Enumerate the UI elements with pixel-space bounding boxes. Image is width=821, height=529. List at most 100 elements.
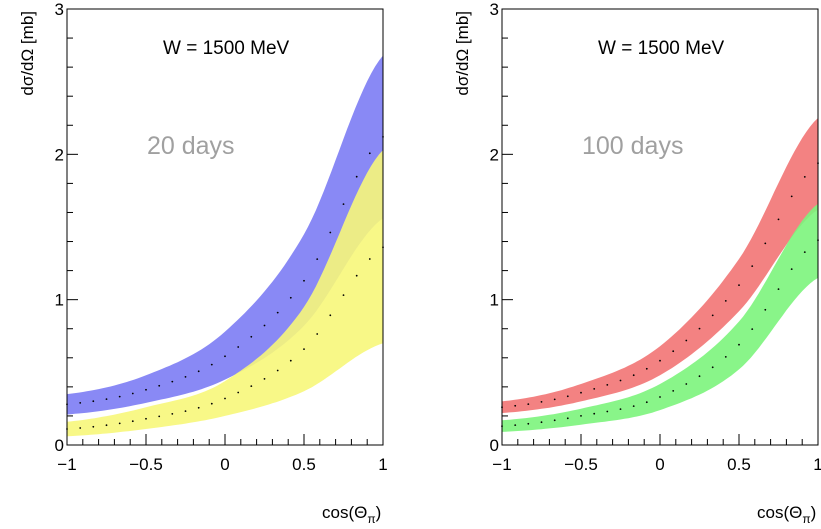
center-point-1-1 [593, 412, 596, 415]
center-point-1-1 [672, 390, 675, 392]
x-axis-title-close: ) [376, 503, 382, 522]
center-point-1-1 [764, 308, 767, 311]
center-point-1-0 [685, 339, 688, 342]
center-point-0-1 [158, 415, 161, 418]
center-point-1-1 [580, 415, 582, 417]
center-point-1-1 [659, 396, 661, 398]
center-point-0-1 [263, 378, 266, 380]
center-point-0-1 [197, 406, 200, 409]
center-point-1-1 [738, 343, 740, 346]
center-point-1-1 [606, 410, 609, 413]
panel-title-left: W = 1500 MeV [163, 38, 290, 59]
center-point-0-0 [303, 279, 305, 282]
center-point-1-0 [659, 359, 661, 362]
x-tick-label: 1 [813, 455, 821, 474]
panel-left: −1 −0.5 0 0.5 1 0 1 2 3 W = 1500 MeV 20 days dσ/… [18, 0, 388, 526]
center-point-0-1 [342, 294, 345, 296]
center-point-1-0 [698, 327, 701, 330]
y-tick-label: 0 [490, 436, 499, 455]
center-point-1-0 [632, 374, 635, 377]
y-axis-title-right: dσ/dΩ [mb] [453, 11, 472, 96]
center-point-0-0 [342, 203, 345, 206]
center-point-1-1 [777, 288, 780, 290]
center-point-0-0 [329, 231, 332, 234]
center-point-1-0 [619, 379, 622, 382]
center-point-1-1 [632, 405, 635, 407]
center-point-1-1 [527, 422, 530, 425]
center-point-0-0 [368, 152, 371, 155]
center-point-0-0 [224, 355, 226, 358]
center-point-1-1 [540, 421, 543, 424]
center-point-0-1 [184, 410, 187, 412]
y-tick-label: 1 [55, 291, 64, 310]
x-axis-title-main: cos(Θ [757, 503, 802, 522]
center-point-0-1 [289, 359, 292, 362]
center-point-1-0 [738, 284, 740, 286]
center-point-1-0 [540, 401, 543, 403]
center-point-1-1 [553, 419, 556, 422]
center-point-0-1 [276, 369, 279, 372]
panel-right: −1 −0.5 0 0.5 1 0 1 2 3 W = 1500 MeV 100 days dσ… [453, 0, 821, 526]
x-tick-label: 1 [378, 455, 387, 474]
center-point-1-0 [645, 367, 648, 370]
panel-annotation-right: 100 days [582, 132, 683, 160]
center-point-1-0 [580, 391, 582, 394]
x-tick-label: −1 [57, 455, 76, 474]
center-point-0-1 [329, 314, 332, 317]
band-0-1 [67, 150, 383, 437]
center-point-0-1 [210, 402, 213, 405]
center-point-0-0 [131, 392, 134, 395]
center-point-0-1 [237, 391, 240, 394]
x-tick-label: −1 [492, 455, 511, 474]
center-point-0-1 [355, 274, 358, 277]
center-dots-right [501, 162, 819, 427]
x-axis-title-main: cos(Θ [322, 503, 367, 522]
center-point-1-1 [724, 356, 727, 358]
y-tick-label: 3 [490, 0, 499, 19]
x-tick-label: 0.5 [727, 455, 751, 474]
band-1-0 [502, 118, 818, 413]
x-axis-title-close: ) [811, 503, 817, 522]
center-point-0-1 [118, 422, 121, 425]
center-point-0-0 [316, 258, 319, 260]
center-point-1-1 [711, 366, 714, 369]
bands-left [67, 55, 383, 437]
center-point-0-0 [105, 398, 108, 400]
panel-annotation-left: 20 days [147, 132, 235, 160]
center-point-1-1 [803, 251, 806, 254]
center-point-1-1 [790, 268, 793, 270]
ticks-left: −1 −0.5 0 0.5 1 0 1 2 3 [55, 0, 388, 474]
x-axis-title-sub: π [367, 512, 375, 526]
center-point-0-1 [105, 424, 108, 427]
bands-right [502, 118, 818, 432]
center-point-1-1 [751, 328, 754, 330]
center-point-0-0 [145, 388, 147, 391]
center-point-1-0 [764, 242, 767, 245]
y-tick-label: 1 [490, 291, 499, 310]
center-point-1-0 [711, 314, 714, 317]
center-point-1-0 [724, 300, 727, 302]
center-point-1-0 [593, 388, 596, 390]
center-point-0-1 [316, 333, 319, 335]
center-point-0-0 [276, 311, 279, 314]
y-tick-label: 2 [490, 145, 499, 164]
center-point-1-0 [672, 350, 675, 353]
center-point-0-0 [237, 346, 240, 348]
center-point-0-1 [79, 427, 82, 429]
center-point-1-0 [514, 404, 517, 407]
band-1-1 [502, 203, 818, 432]
center-point-0-1 [250, 385, 253, 387]
center-point-0-0 [118, 395, 121, 398]
center-point-0-0 [92, 400, 95, 403]
x-tick-label: −0.5 [564, 455, 598, 474]
center-point-0-1 [131, 420, 134, 423]
center-point-0-1 [224, 397, 226, 400]
x-tick-label: −0.5 [129, 455, 163, 474]
y-tick-label: 0 [55, 436, 64, 455]
center-point-1-1 [619, 408, 622, 410]
center-point-1-1 [514, 424, 517, 426]
center-point-0-0 [263, 324, 266, 327]
y-tick-label: 3 [55, 0, 64, 19]
x-tick-label: 0 [655, 455, 664, 474]
center-point-1-0 [803, 176, 806, 178]
